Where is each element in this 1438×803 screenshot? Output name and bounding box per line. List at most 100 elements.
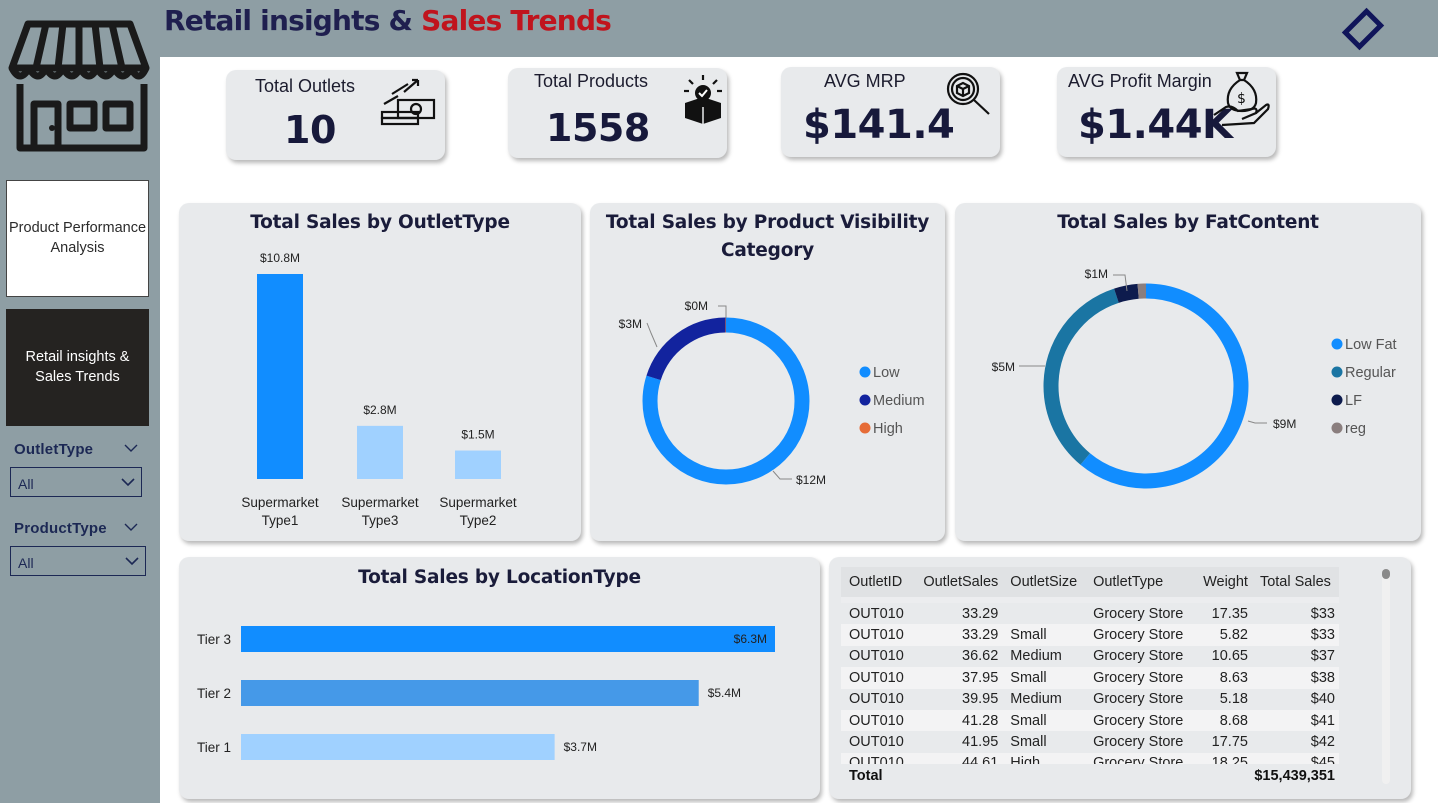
- table-cell: Grocery Store: [1085, 752, 1193, 764]
- column-header[interactable]: OutletType: [1085, 567, 1193, 597]
- table-cell: Grocery Store: [1085, 731, 1193, 753]
- table-total-value: $15,439,351: [1254, 768, 1335, 784]
- column-header[interactable]: OutletID: [841, 567, 912, 597]
- table-cell: 18.25: [1192, 752, 1252, 764]
- page-title: Retail insights & Sales Trends: [164, 4, 612, 37]
- table-cell: 33.29: [911, 624, 1003, 646]
- donut-chart-svg: Low Medium High $12M $3M $0M: [619, 299, 925, 487]
- legend-label[interactable]: Low Fat: [1345, 337, 1397, 353]
- slice-data-label: $5M: [992, 360, 1015, 374]
- legend-marker: [859, 422, 871, 434]
- table-row[interactable]: OUT010 41.95 Small Grocery Store 17.75 $42: [841, 731, 1339, 753]
- chart-sales-by-outlettype: Total Sales by OutletType $10.8M Supermar…: [179, 203, 581, 541]
- table-row[interactable]: OUT010 33.29 Grocery Store 17.35 $33: [841, 603, 1339, 625]
- column-header[interactable]: OutletSize: [1002, 567, 1086, 597]
- table-row[interactable]: OUT010 41.28 Small Grocery Store 8.68 $41: [841, 709, 1339, 732]
- table-cell: 44.61: [911, 752, 1003, 764]
- chart-sales-by-fatcontent: Total Sales by FatContent Low Fat Regular…: [955, 203, 1421, 541]
- table-cell: Grocery Store: [1085, 709, 1193, 732]
- slicer-producttype-dropdown[interactable]: All: [10, 546, 146, 576]
- table-cell: 17.35: [1192, 603, 1252, 625]
- donut-chart-svg: Low Fat Regular LF reg $9M $5M $1M: [992, 267, 1397, 489]
- leader-line: [646, 322, 658, 348]
- table-cell: 33.29: [911, 603, 1003, 625]
- legend-label[interactable]: High: [873, 421, 903, 437]
- legend-label[interactable]: reg: [1345, 421, 1366, 437]
- column-header[interactable]: Total Sales: [1251, 567, 1339, 597]
- chart-sales-by-visibility: Total Sales by Product Visibility Catego…: [590, 203, 945, 541]
- table-scrollbar[interactable]: [1382, 569, 1390, 784]
- slicer-outlettype-value: All: [18, 476, 34, 492]
- bar[interactable]: [241, 680, 699, 706]
- bar[interactable]: [257, 274, 303, 479]
- sales-table: OutletID OutletSales OutletSize OutletType W…: [841, 567, 1339, 764]
- table-cell: Small: [1002, 709, 1086, 732]
- table-row[interactable]: OUT010 37.95 Small Grocery Store 8.63 $38: [841, 667, 1339, 689]
- category-label: Supermarket: [341, 495, 419, 510]
- table-row[interactable]: OUT010 33.29 Small Grocery Store 5.82 $33: [841, 624, 1339, 646]
- table-cell: Grocery Store: [1085, 688, 1193, 710]
- chevron-down-icon: [125, 557, 139, 566]
- kpi-card-avg-profit-margin: AVG Profit Margin $1.44K $: [1057, 67, 1276, 157]
- table-cell: 5.18: [1192, 688, 1252, 710]
- donut-slice[interactable]: [1043, 283, 1249, 489]
- product-box-icon: [684, 75, 722, 124]
- legend-label[interactable]: Medium: [873, 393, 925, 409]
- chart-title: Total Sales by LocationType: [358, 567, 641, 588]
- bar[interactable]: [241, 734, 555, 760]
- bar[interactable]: [241, 626, 775, 652]
- slice-data-label: $0M: [685, 299, 708, 313]
- nav-product-performance-analysis[interactable]: Product Performance Analysis: [6, 180, 149, 297]
- table-cell: $42: [1251, 731, 1339, 753]
- category-label: Tier 1: [197, 740, 231, 755]
- table-total-row: Total $15,439,351: [849, 768, 1335, 784]
- chevron-down-icon[interactable]: [124, 443, 138, 453]
- kpi-card-total-outlets: Total Outlets 10: [226, 70, 445, 160]
- table-cell: [1002, 603, 1086, 625]
- legend-marker: [1331, 394, 1343, 406]
- nav-retail-insights-sales-trends[interactable]: Retail insights & Sales Trends: [6, 309, 149, 426]
- legend-label[interactable]: Regular: [1345, 365, 1396, 381]
- magnifier-box-icon: [946, 72, 990, 115]
- legend-label[interactable]: LF: [1345, 393, 1362, 409]
- kpi-card-avg-mrp: AVG MRP $141.4: [781, 67, 1000, 157]
- table-cell: Grocery Store: [1085, 603, 1193, 625]
- slicer-outlettype-label: OutletType: [14, 441, 94, 458]
- chart-sales-by-locationtype: Total Sales by LocationType Tier 3 $6.3M T…: [179, 557, 820, 799]
- bar[interactable]: [455, 450, 501, 479]
- kpi-label: Total Products: [534, 71, 649, 91]
- leader-line: [1113, 274, 1128, 292]
- bar-data-label: $1.5M: [461, 428, 494, 442]
- legend-marker: [1331, 338, 1343, 350]
- kpi-label: Total Outlets: [255, 76, 356, 96]
- table-viewport[interactable]: OutletID OutletSales OutletSize OutletType W…: [829, 557, 1349, 764]
- table-cell: OUT010: [841, 624, 912, 646]
- table-cell: OUT010: [841, 603, 912, 625]
- chevron-down-icon[interactable]: [124, 522, 138, 532]
- table-cell: 8.63: [1192, 667, 1252, 689]
- donut-slice[interactable]: [1043, 283, 1249, 489]
- table-row[interactable]: OUT010 44.61 High Grocery Store 18.25 $45: [841, 752, 1339, 764]
- column-header[interactable]: Weight: [1192, 567, 1252, 597]
- donut-slice[interactable]: [642, 317, 810, 485]
- table-cell: $41: [1251, 709, 1339, 732]
- leader-line: [1247, 420, 1267, 424]
- table-cell: 41.95: [911, 731, 1003, 753]
- legend-label[interactable]: Low: [873, 365, 900, 381]
- bar[interactable]: [357, 425, 403, 479]
- table-cell: OUT010: [841, 688, 912, 710]
- table-cell: OUT010: [841, 667, 912, 689]
- svg-text:$: $: [1237, 91, 1246, 107]
- table-row[interactable]: OUT010 39.95 Medium Grocery Store 5.18 $40: [841, 688, 1339, 710]
- table-cell: OUT010: [841, 645, 912, 668]
- scrollbar-thumb[interactable]: [1382, 569, 1390, 579]
- kpi-value: $141.4: [803, 102, 955, 148]
- diamond-logo-icon: [1341, 7, 1385, 51]
- store-icon: [8, 20, 150, 152]
- table-cell: Grocery Store: [1085, 645, 1193, 668]
- bar-data-label: $3.7M: [564, 740, 597, 754]
- slicer-outlettype-dropdown[interactable]: All: [10, 467, 142, 497]
- column-header[interactable]: OutletSales: [911, 567, 1003, 597]
- table-row[interactable]: OUT010 36.62 Medium Grocery Store 10.65 $37: [841, 645, 1339, 668]
- table-header-row: OutletID OutletSales OutletSize OutletType W…: [841, 567, 1339, 597]
